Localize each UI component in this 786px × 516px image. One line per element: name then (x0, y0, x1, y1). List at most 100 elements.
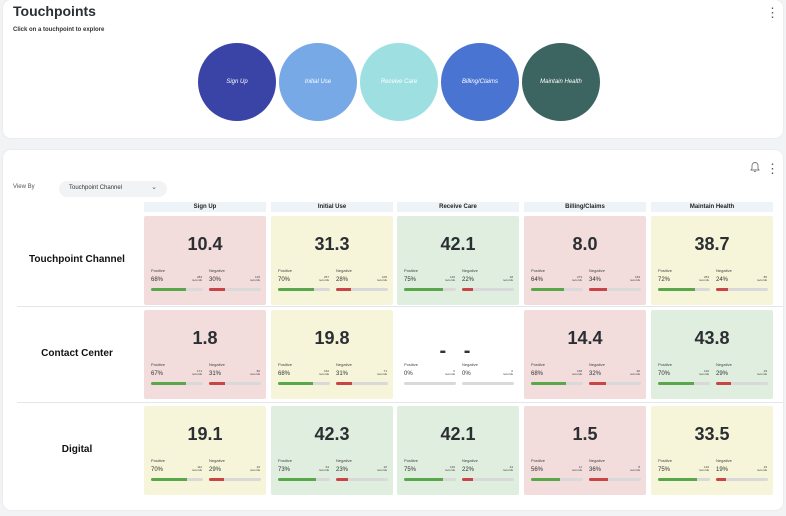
negative-percent: 29% (209, 467, 222, 473)
positive-percent: 0% (404, 371, 413, 377)
positive-bar (404, 478, 456, 481)
positive-records: 273 records (571, 275, 582, 283)
score-value: 31.3 (314, 234, 350, 254)
score-cell[interactable]: 1.8 Positive Negative 67% 31% 171 records 80 r… (144, 310, 266, 399)
positive-label: Positive (531, 362, 546, 367)
negative-bar-fill (209, 288, 225, 291)
positive-bar (151, 478, 203, 481)
score-cell[interactable]: 10.4 Positive Negative 68% 30% 283 records 126… (144, 216, 266, 305)
negative-percent: 28% (336, 277, 349, 283)
touchpoint-label: Maintain Health (540, 79, 582, 85)
touchpoint-receive-care[interactable]: Receive Care (360, 43, 438, 121)
positive-percent: 72% (658, 277, 671, 283)
row-divider (17, 402, 783, 403)
positive-bar-fill (151, 288, 187, 291)
touchpoint-maintain-health[interactable]: Maintain Health (522, 43, 600, 121)
score-value: 33.5 (694, 424, 730, 444)
score-cell[interactable]: 42.1 Positive Negative 75% 22% 120 records 34 … (397, 406, 519, 495)
column-header-initial-use: Initial Use (271, 202, 393, 212)
positive-records: 120 records (444, 465, 455, 473)
score-value: 14.4 (567, 328, 603, 348)
score-cell[interactable]: 42.1 Positive Negative 75% 22% 120 records 18 … (397, 216, 519, 305)
positive-bar (278, 478, 330, 481)
score-value: 42.3 (314, 424, 350, 444)
touchpoint-initial-use[interactable]: Initial Use (279, 43, 357, 121)
negative-percent: 0% (462, 371, 471, 377)
score-value: 1.8 (192, 328, 218, 348)
positive-bar-fill (658, 382, 695, 385)
negative-records: 20 records (376, 465, 387, 473)
score-cell[interactable]: 42.3 Positive Negative 73% 23% 64 records 20 r… (271, 406, 393, 495)
more-options-icon[interactable]: ⋮ (766, 161, 779, 176)
more-options-icon[interactable]: ⋮ (766, 5, 779, 20)
score-cell[interactable]: 1.5 Positive Negative 56% 36% 11 records 8 rec… (524, 406, 646, 495)
touchpoint-sign-up[interactable]: Sign Up (198, 43, 276, 121)
negative-records: 0 records (502, 369, 513, 377)
negative-label: Negative (462, 458, 478, 463)
negative-bar (589, 382, 641, 385)
negative-records: 85 records (756, 275, 767, 283)
positive-records: 168 records (571, 369, 582, 377)
negative-records: 34 records (502, 465, 513, 473)
row-divider (17, 306, 783, 307)
negative-label: Negative (716, 362, 732, 367)
negative-bar (209, 382, 261, 385)
positive-bar-fill (658, 288, 696, 291)
positive-percent: 75% (658, 467, 671, 473)
negative-records: 8 records (629, 465, 640, 473)
positive-bar-fill (531, 288, 565, 291)
score-cell[interactable]: 43.8 Positive Negative 70% 29% 120 records 29 … (651, 310, 773, 399)
positive-percent: 64% (531, 277, 544, 283)
view-by-dropdown[interactable]: Touchpoint Channel ⌄ (59, 181, 167, 197)
bell-icon[interactable] (749, 161, 761, 173)
positive-records: 0 records (444, 369, 455, 377)
positive-percent: 70% (658, 371, 671, 377)
column-header-billing-claims: Billing/Claims (524, 202, 646, 212)
positive-percent: 75% (404, 277, 417, 283)
positive-label: Positive (404, 458, 419, 463)
score-cell[interactable]: 38.7 Positive Negative 72% 24% 253 records 85 … (651, 216, 773, 305)
score-cell[interactable]: 33.5 Positive Negative 75% 19% 120 records 19 … (651, 406, 773, 495)
negative-percent: 29% (716, 371, 729, 377)
negative-bar (209, 478, 261, 481)
negative-bar-fill (589, 478, 608, 481)
positive-label: Positive (151, 458, 166, 463)
positive-bar-fill (278, 288, 315, 291)
positive-bar (531, 478, 583, 481)
positive-label: Positive (531, 268, 546, 273)
positive-label: Positive (278, 458, 293, 463)
negative-records: 105 records (376, 275, 387, 283)
negative-label: Negative (716, 458, 732, 463)
view-by-value: Touchpoint Channel (69, 185, 123, 191)
touchpoint-billing-claims[interactable]: Billing/Claims (441, 43, 519, 121)
score-cell[interactable]: 8.0 Positive Negative 64% 34% 273 records 169 … (524, 216, 646, 305)
positive-bar (531, 288, 583, 291)
negative-label: Negative (336, 458, 352, 463)
positive-bar-fill (151, 478, 188, 481)
positive-bar-fill (658, 478, 697, 481)
negative-bar-fill (716, 288, 729, 291)
negative-bar (336, 382, 388, 385)
score-cell[interactable]: 19.8 Positive Negative 68% 31% 152 records 71 … (271, 310, 393, 399)
negative-bar (716, 478, 768, 481)
negative-records: 19 records (756, 465, 767, 473)
negative-label: Negative (209, 362, 225, 367)
page-title: Touchpoints (13, 3, 96, 19)
score-value: 1.5 (572, 424, 598, 444)
score-cell[interactable]: 19.1 Positive Negative 70% 29% 112 records 46 … (144, 406, 266, 495)
negative-bar-fill (462, 478, 474, 481)
score-cell[interactable]: - - Positive Negative 0% 0% 0 records 0 record… (397, 310, 519, 399)
score-value: - - (439, 340, 477, 362)
positive-label: Positive (658, 362, 673, 367)
negative-percent: 36% (589, 467, 602, 473)
positive-bar-fill (151, 382, 186, 385)
score-value: 38.7 (694, 234, 730, 254)
positive-percent: 70% (278, 277, 291, 283)
positive-percent: 68% (278, 371, 291, 377)
score-cell[interactable]: 14.4 Positive Negative 68% 32% 168 records 90 … (524, 310, 646, 399)
score-cell[interactable]: 31.3 Positive Negative 70% 28% 257 records 105… (271, 216, 393, 305)
positive-bar (658, 288, 710, 291)
positive-bar (531, 382, 583, 385)
negative-bar-fill (462, 288, 474, 291)
column-header-receive-care: Receive Care (397, 202, 519, 212)
